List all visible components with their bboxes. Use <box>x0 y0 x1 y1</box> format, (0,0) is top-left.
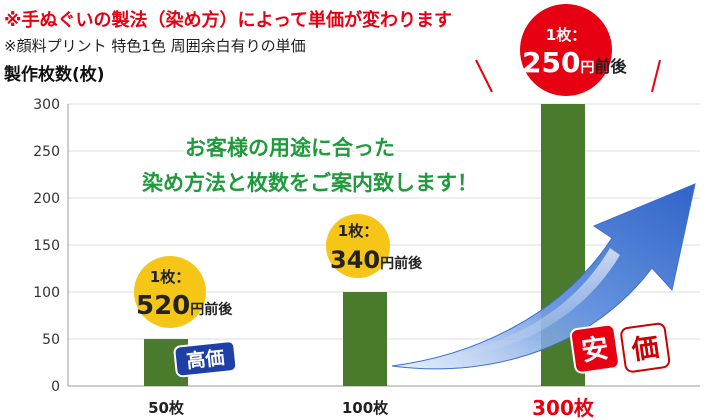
x-tick-label: 50枚 <box>148 399 185 417</box>
svg-text:高価: 高価 <box>185 346 225 373</box>
price-callout-prefix: 1枚： <box>338 222 378 240</box>
price-callout-circle <box>326 214 390 278</box>
annotation-line-1: お客様の用途に合った <box>185 136 395 160</box>
x-tick-label: 300枚 <box>532 396 595 420</box>
price-callout-circle <box>134 256 206 328</box>
y-tick-label: 250 <box>33 144 60 160</box>
svg-text:価: 価 <box>629 332 661 367</box>
price-callout-value: 340円前後 <box>330 246 423 274</box>
y-tick-label: 150 <box>33 238 60 254</box>
y-tick-label: 200 <box>33 191 60 207</box>
annotation-text: お客様の用途に合った 染め方法と枚数をご案内致します！ <box>139 134 480 197</box>
price-callout-value: 520円前後 <box>136 291 233 321</box>
price-callout-value: 250円前後 <box>522 46 627 79</box>
callout-guide <box>475 59 493 93</box>
high-price-badge: 高価 <box>173 340 238 378</box>
x-tick-label: 100枚 <box>342 399 389 417</box>
notice-red: ※手ぬぐいの製法（染め方）によって単価が変わります <box>4 10 453 31</box>
y-tick-label: 300 <box>33 97 60 113</box>
trend-arrow <box>391 183 696 370</box>
low-price-badge: 安 価 <box>569 322 671 374</box>
annotation-line-2: 染め方法と枚数をご案内致します！ <box>141 171 478 195</box>
notice-sub: ※顔料プリント 特色1色 周囲余白有りの単価 <box>4 37 306 55</box>
y-tick-label: 50 <box>42 332 60 348</box>
price-callout: 1枚： 250円前後 <box>520 4 627 96</box>
y-tick-label: 100 <box>33 285 60 301</box>
y-axis-title: 製作枚数(枚) <box>4 65 105 85</box>
price-callout-circle <box>520 4 612 96</box>
callout-guide <box>651 59 661 93</box>
price-callout-prefix: 1枚： <box>150 268 190 286</box>
price-callout: 1枚： 520円前後 <box>134 256 233 328</box>
price-callout: 1枚： 340円前後 <box>326 214 423 278</box>
svg-text:安: 安 <box>580 333 611 367</box>
y-tick-label: 0 <box>51 379 60 395</box>
price-callout-prefix: 1枚： <box>546 26 586 44</box>
bar <box>343 292 387 386</box>
